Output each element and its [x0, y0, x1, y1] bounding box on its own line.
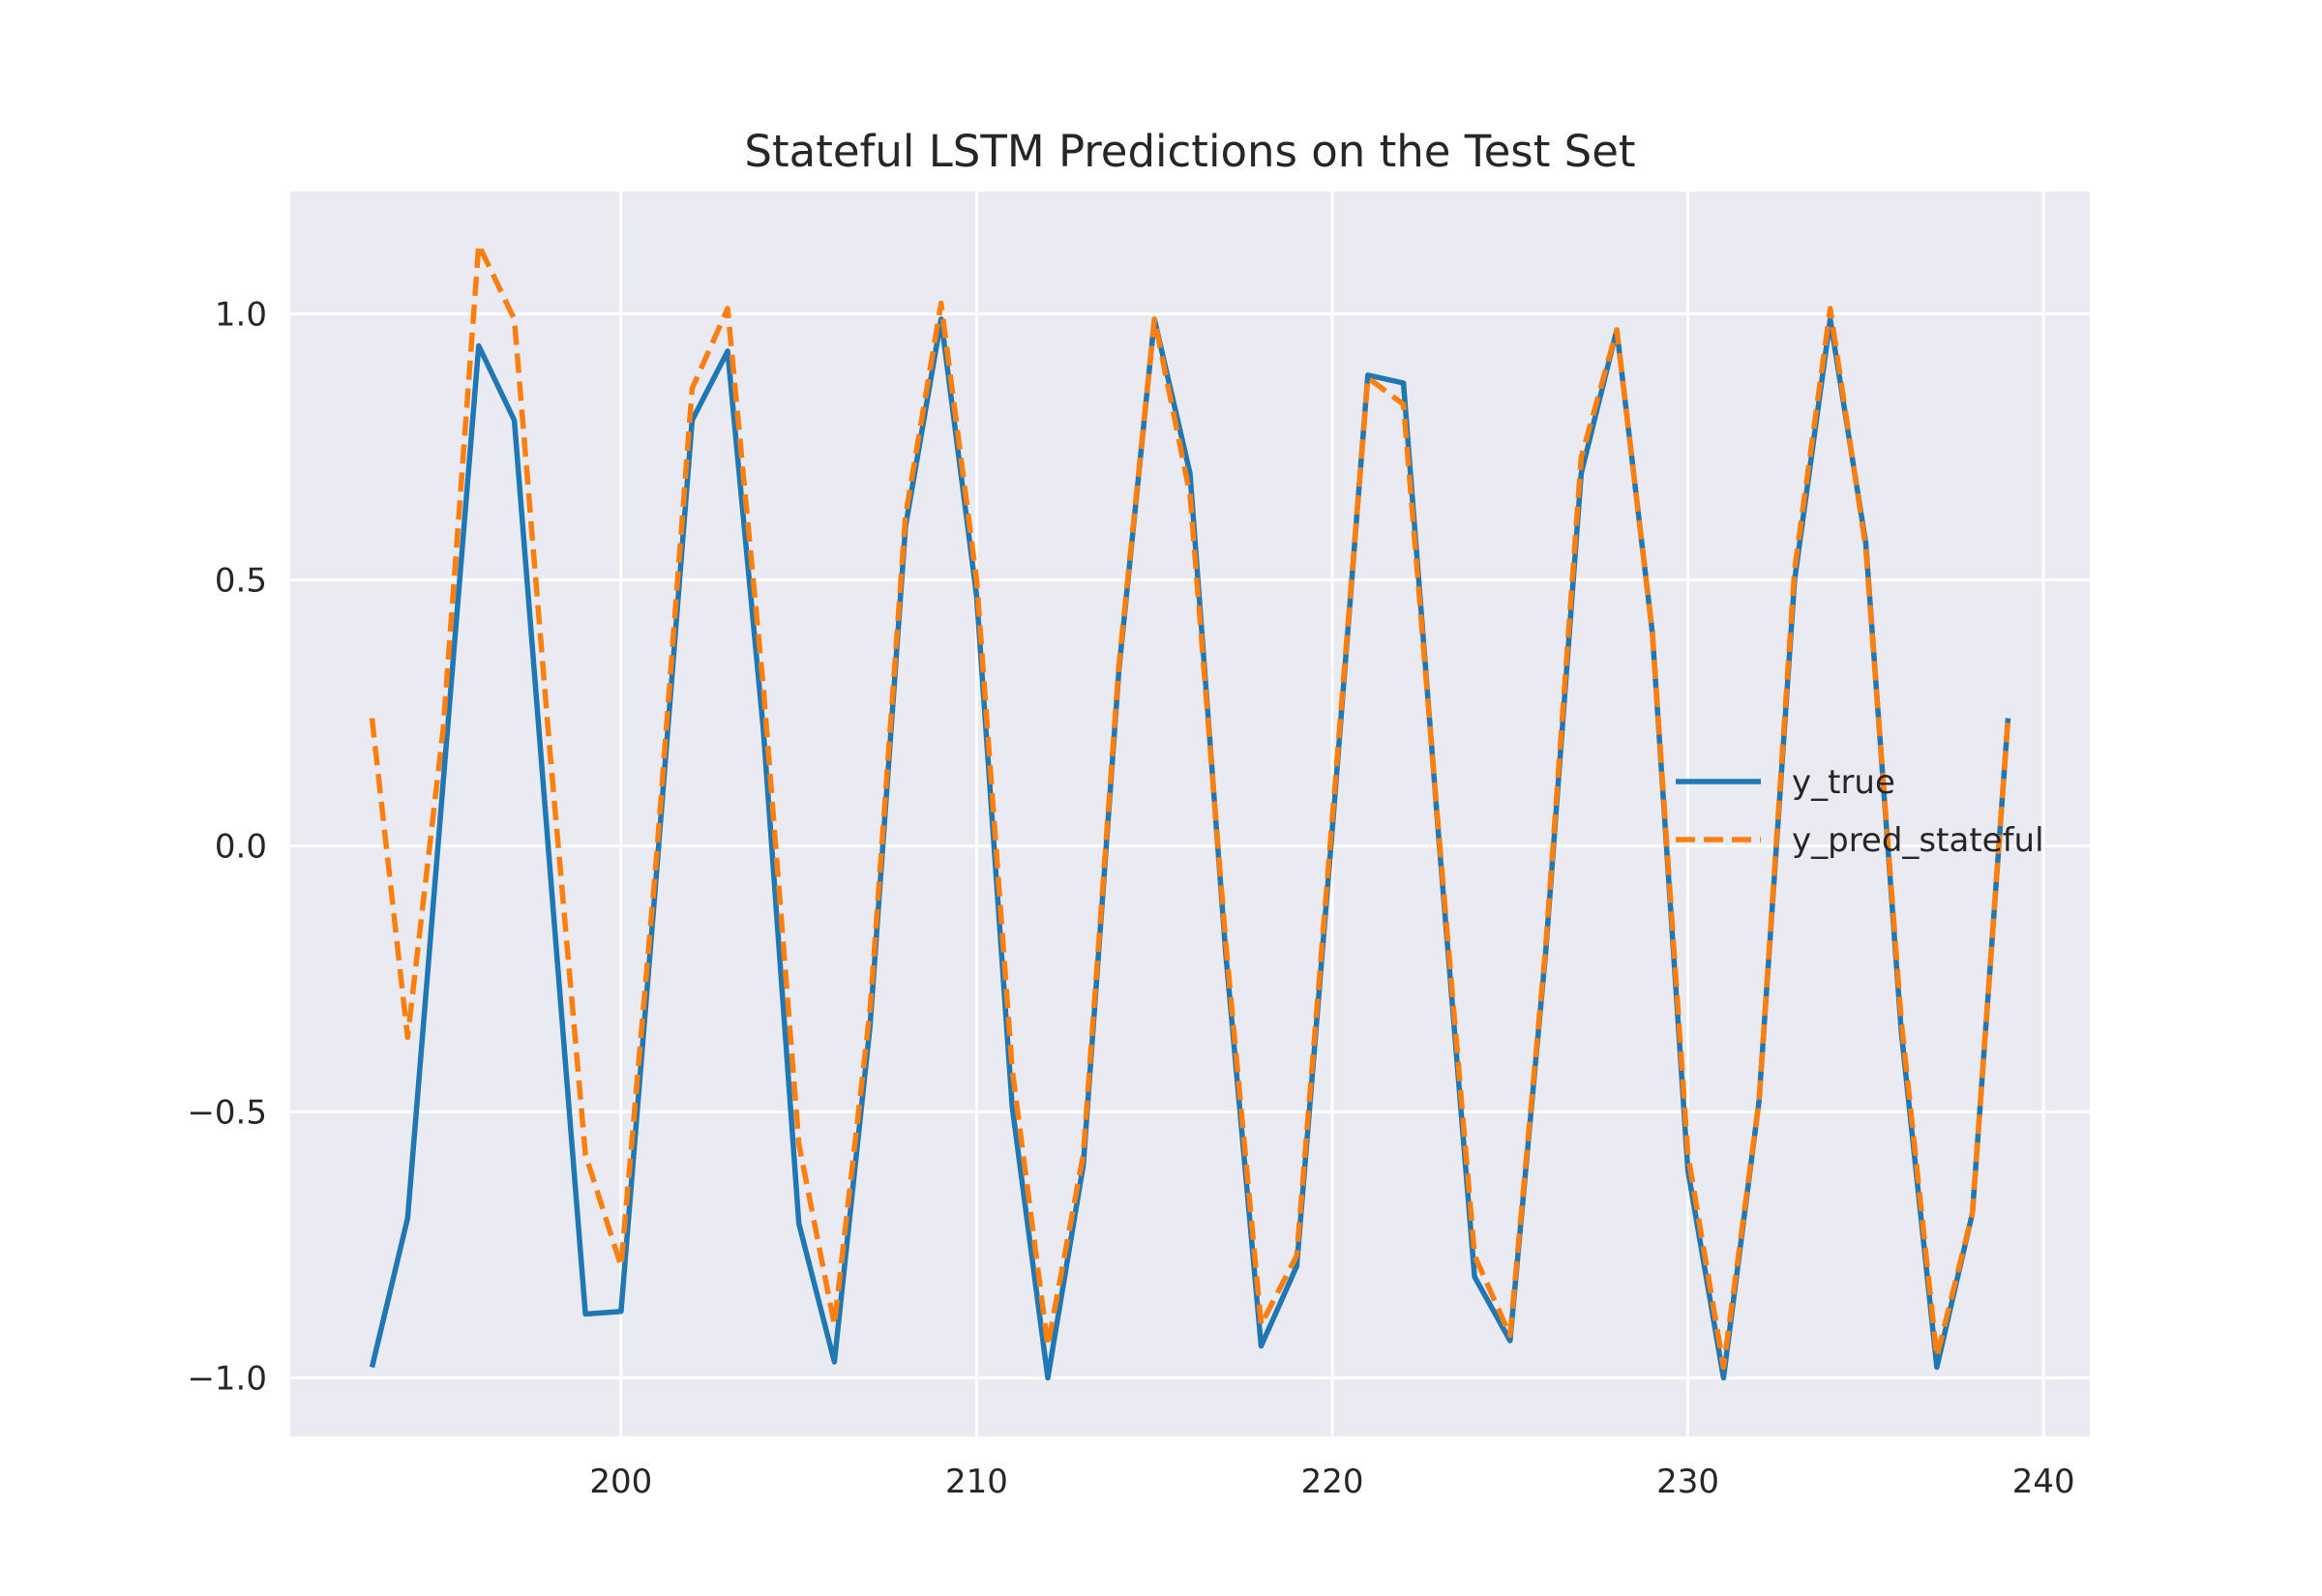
plot-background — [290, 192, 2090, 1436]
legend-label: y_pred_stateful — [1792, 821, 2044, 860]
x-tick-label: 240 — [2012, 1463, 2075, 1501]
x-tick-label: 210 — [945, 1463, 1008, 1501]
x-tick-label: 230 — [1656, 1463, 1719, 1501]
y-tick-label: −0.5 — [187, 1094, 267, 1133]
y-tick-labels: 1.0 0.5 0.0 −0.5 −1.0 — [187, 296, 267, 1399]
y-tick-label: −1.0 — [187, 1360, 267, 1399]
x-tick-label: 220 — [1301, 1463, 1364, 1501]
y-tick-label: 0.5 — [215, 562, 267, 601]
y-tick-label: 1.0 — [215, 296, 267, 335]
series-layer — [369, 242, 2011, 1381]
chart-title: Stateful LSTM Predictions on the Test Se… — [744, 126, 1635, 177]
x-tick-labels: 200 210 220 230 240 — [589, 1463, 2074, 1501]
legend: y_true y_pred_stateful — [1676, 763, 2044, 860]
y-tick-label: 0.0 — [215, 828, 267, 867]
series-line-y-pred-stateful — [369, 242, 2011, 1371]
x-tick-label: 200 — [589, 1463, 652, 1501]
legend-label: y_true — [1792, 763, 1895, 802]
